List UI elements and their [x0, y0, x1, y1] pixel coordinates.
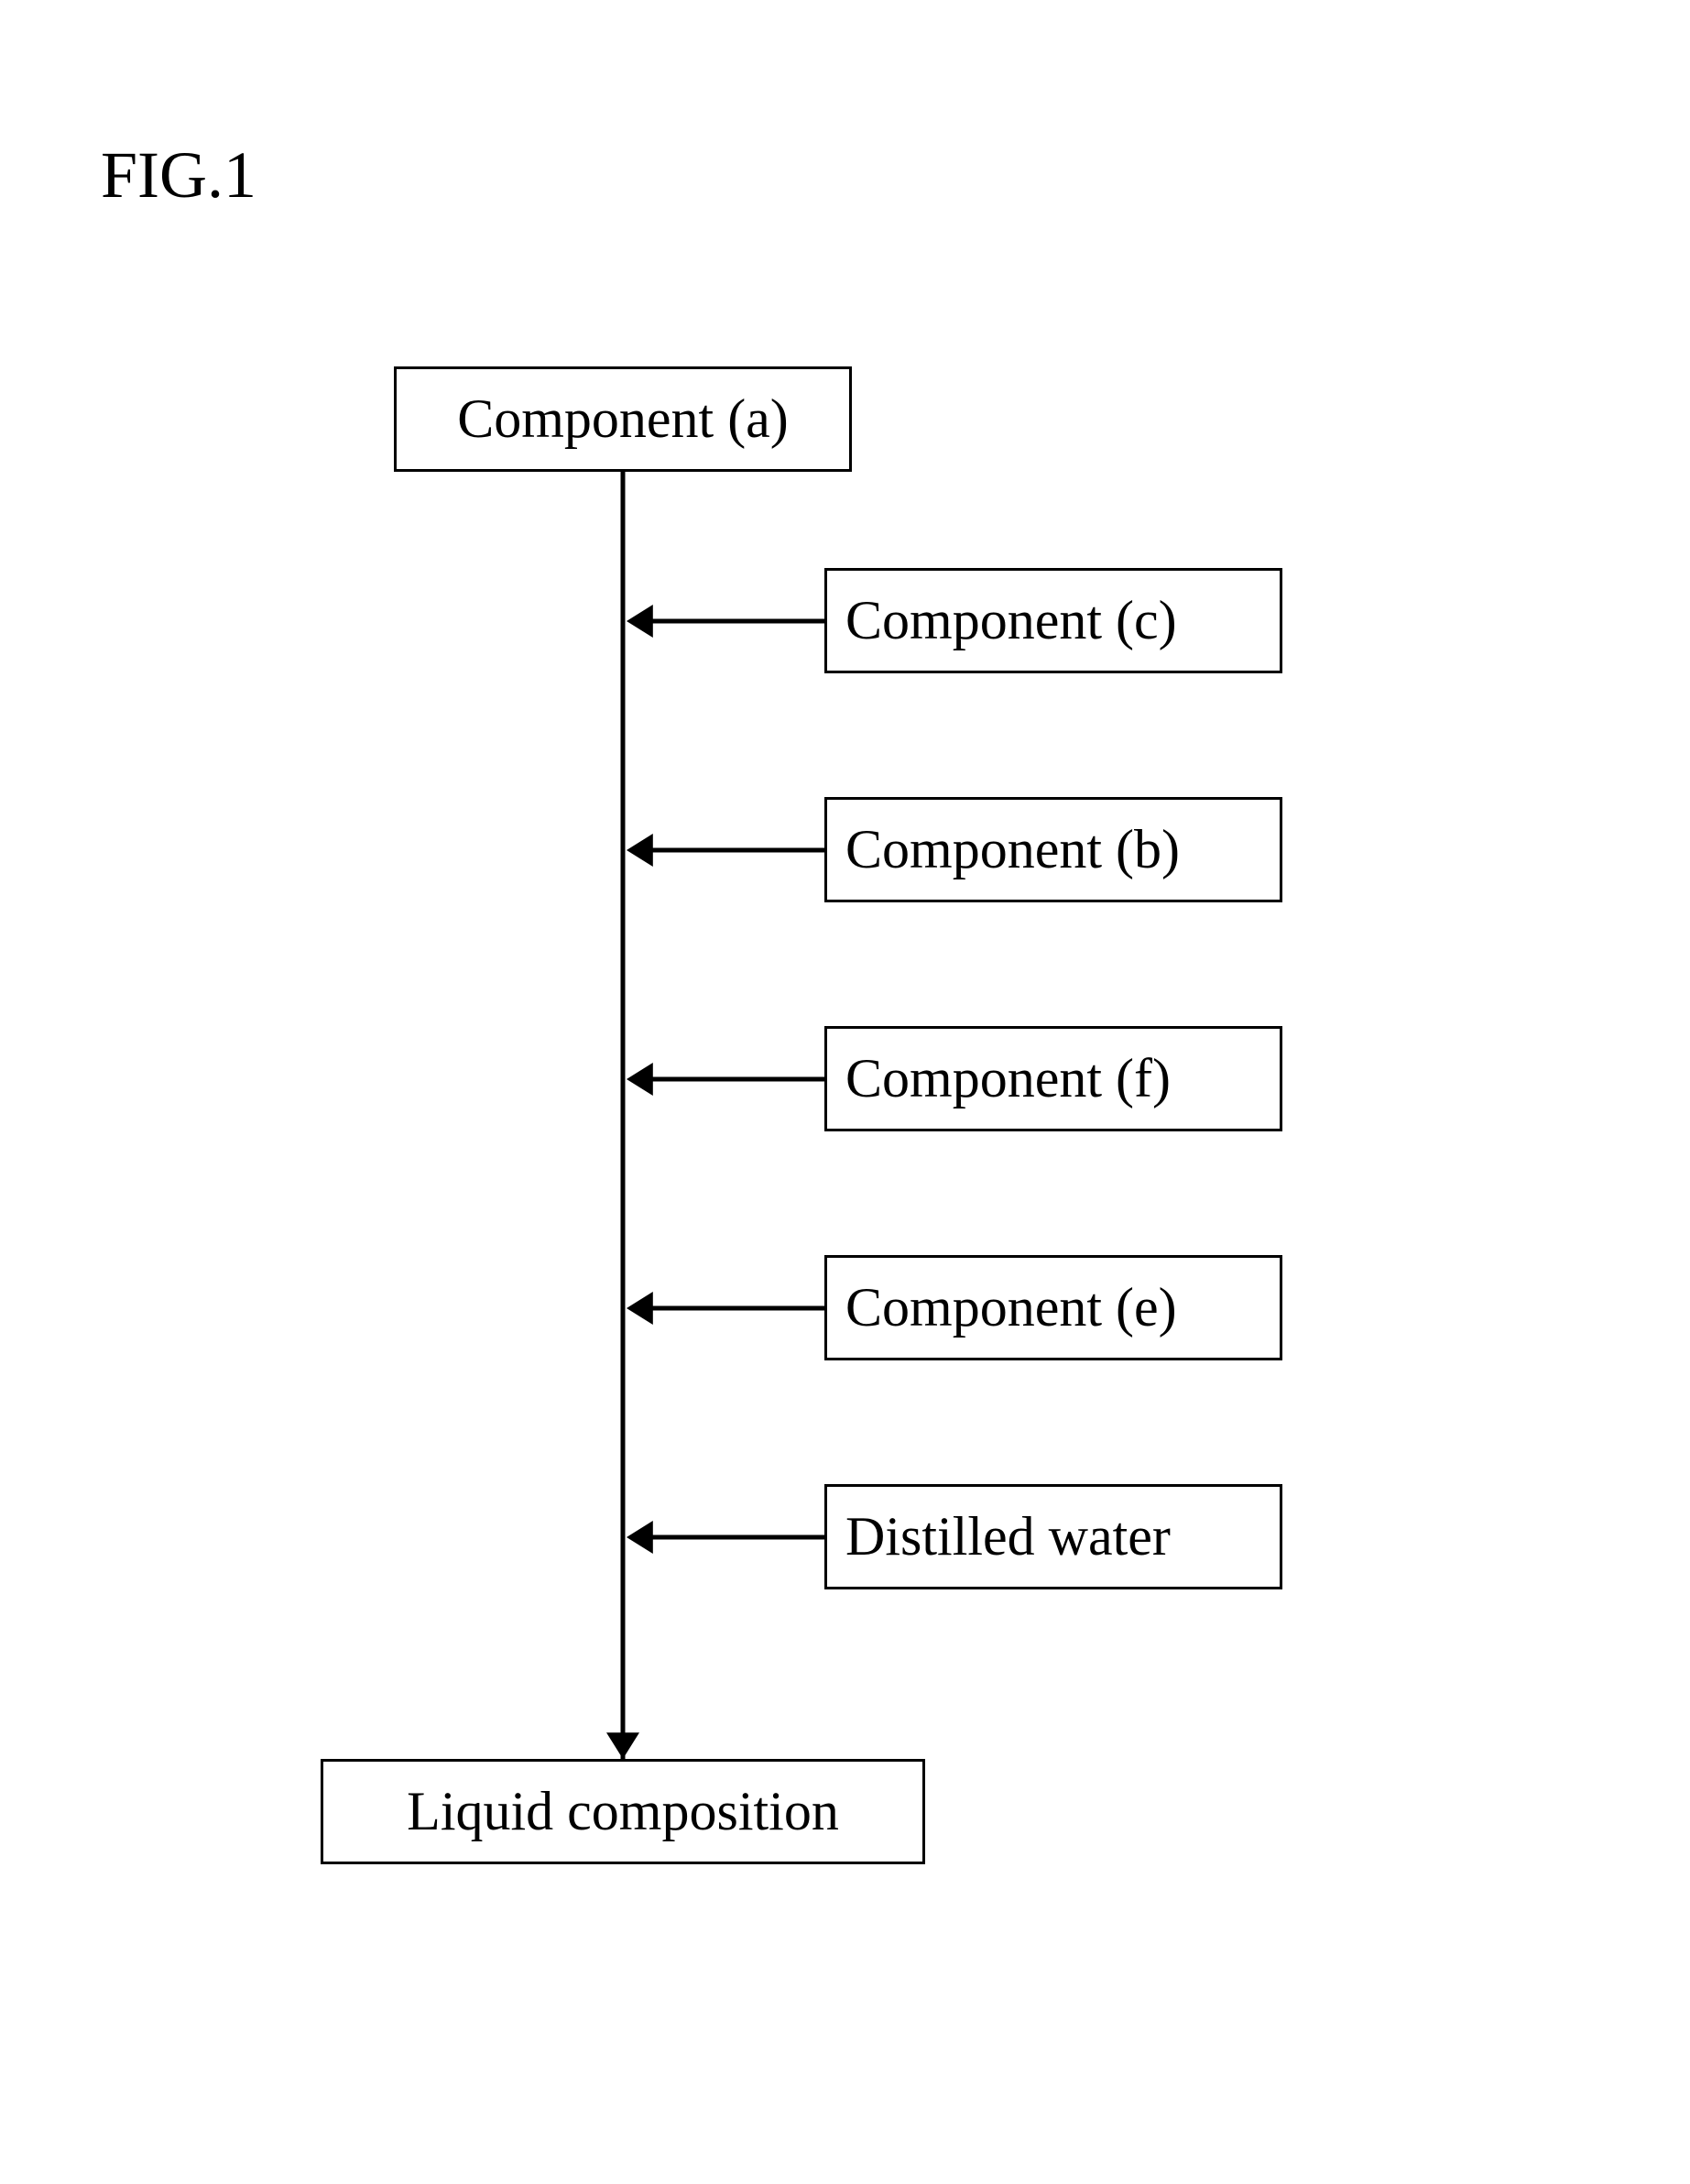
- node-label: Distilled water: [845, 1505, 1171, 1568]
- node-label: Component (c): [845, 589, 1177, 652]
- node-component-b: Component (b): [824, 797, 1282, 902]
- diagram-canvas: FIG.1 Component (a) Component (c) Compon…: [0, 0, 1690, 2184]
- node-component-e: Component (e): [824, 1255, 1282, 1360]
- node-label: Component (a): [457, 388, 789, 451]
- node-label: Liquid composition: [407, 1780, 839, 1843]
- node-label: Component (b): [845, 818, 1180, 881]
- figure-label: FIG.1: [101, 137, 256, 213]
- node-label: Component (e): [845, 1276, 1177, 1339]
- node-component-f: Component (f): [824, 1026, 1282, 1131]
- node-component-a: Component (a): [394, 366, 852, 472]
- node-liquid-composition: Liquid composition: [321, 1759, 925, 1864]
- node-distilled-water: Distilled water: [824, 1484, 1282, 1589]
- node-component-c: Component (c): [824, 568, 1282, 673]
- node-label: Component (f): [845, 1047, 1171, 1110]
